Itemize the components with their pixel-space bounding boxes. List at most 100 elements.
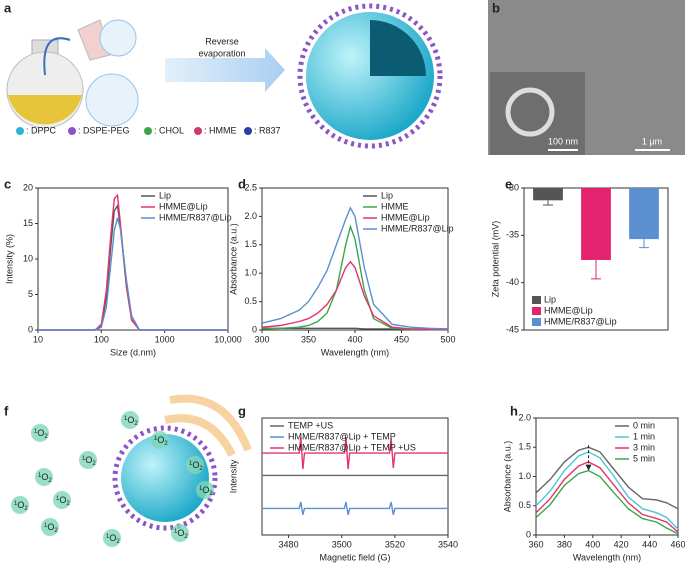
sub: 2	[116, 539, 120, 545]
base: O	[59, 495, 66, 505]
oxygen-bubble	[151, 431, 169, 449]
sub: 2	[209, 491, 213, 497]
oxygen-bubble	[79, 451, 97, 469]
panel-label: a	[4, 0, 12, 15]
base: O	[41, 472, 48, 482]
schematic-a: a Reverse evaporation	[4, 0, 443, 149]
panel-label: h	[510, 403, 518, 418]
oxygen-label: 1O2	[174, 528, 188, 539]
base: O	[37, 428, 44, 438]
legend-text: : R837	[254, 125, 281, 135]
sup: 1	[14, 501, 18, 507]
series-line	[38, 217, 228, 331]
legend-text: HMME/R837@Lip	[159, 212, 232, 222]
sub: 2	[54, 528, 58, 534]
oxygen-bubble	[31, 424, 49, 442]
series-line	[535, 451, 679, 530]
sub: 2	[66, 501, 70, 507]
legend-icon	[144, 127, 152, 135]
legend-text: HMME	[381, 201, 409, 211]
legend-swatch	[532, 307, 541, 315]
y-tick-label: 1.0	[518, 471, 531, 481]
series-line	[261, 260, 448, 331]
y-tick-label: 0.5	[244, 296, 257, 306]
oxygen-bubble	[11, 496, 29, 514]
oxygen-label: 1O2	[34, 428, 48, 439]
series-line	[38, 203, 228, 331]
sup: 1	[106, 534, 110, 540]
oxygen-label: 1O2	[44, 522, 58, 533]
legend-text: HMME@Lip	[544, 305, 593, 315]
oxygen-label: 1O2	[106, 533, 120, 544]
scale-label: 1 μm	[642, 136, 662, 146]
base: O	[157, 435, 164, 445]
bar	[581, 188, 611, 260]
y-tick-label: 10	[23, 253, 33, 263]
legend-icon	[194, 127, 202, 135]
oxygen-label: 1O2	[124, 415, 138, 426]
legend-a: : DPPC: DSPE-PEG: CHOL: HMME: R837	[16, 125, 281, 135]
legend-icon	[16, 127, 24, 135]
y-tick-label: -40	[506, 277, 519, 287]
base: O	[109, 533, 116, 543]
y-tick-label: 15	[23, 218, 33, 228]
x-axis-label: Wavelength (nm)	[321, 347, 389, 357]
y-axis-label: Zeta potential (mV)	[490, 221, 500, 298]
base: O	[177, 528, 184, 538]
series-line	[261, 224, 448, 331]
y-tick-label: 1.5	[244, 239, 257, 249]
oxygen-bubble	[41, 518, 59, 536]
x-tick-label: 10,000	[214, 334, 242, 344]
base: O	[17, 500, 24, 510]
oxygen-bubble	[196, 481, 214, 499]
x-tick-label: 400	[585, 539, 600, 549]
legend-text: 5 min	[633, 453, 655, 463]
panel-label: d	[238, 176, 246, 191]
y-axis-label: Absorbance (a.u.)	[228, 223, 238, 295]
sub: 2	[92, 461, 96, 467]
y-tick-label: 2.0	[244, 211, 257, 221]
sup: 1	[38, 473, 42, 479]
panel-label: c	[4, 176, 11, 191]
series-line	[535, 469, 679, 535]
legend-icon	[244, 127, 252, 135]
x-tick-label: 450	[394, 334, 409, 344]
bar	[629, 188, 659, 240]
panel-label: f	[4, 403, 9, 418]
oxygen-label: 1O2	[154, 435, 168, 446]
series-line	[38, 193, 228, 331]
legend-text: 1 min	[633, 431, 655, 441]
panel-label: e	[505, 176, 512, 191]
y-tick-label: 5	[28, 289, 33, 299]
x-axis-label: Wavelength (nm)	[573, 552, 641, 562]
scale-label: 100 nm	[548, 136, 578, 146]
arrow-text: Reverse	[205, 36, 239, 46]
oxygen-bubble	[103, 529, 121, 547]
x-axis-label: Size (d.nm)	[110, 347, 156, 357]
series-line	[535, 446, 679, 510]
legend-text: : HMME	[204, 125, 237, 135]
legend-text: HMME/R837@Lip	[381, 223, 454, 233]
legend-icon	[68, 127, 76, 135]
sub: 2	[44, 434, 48, 440]
x-tick-label: 3540	[438, 539, 458, 549]
legend-text: HMME/R837@Lip + TEMP +US	[288, 442, 416, 452]
legend-text: : CHOL	[154, 125, 184, 135]
x-tick-label: 420	[614, 539, 629, 549]
legend-swatch	[532, 318, 541, 326]
legend-text: HMME/R837@Lip	[544, 316, 617, 326]
sup: 1	[189, 461, 193, 467]
base: O	[47, 522, 54, 532]
y-tick-label: 0	[526, 529, 531, 539]
y-tick-label: 20	[23, 182, 33, 192]
sub: 2	[184, 534, 188, 540]
legend-text: HMME@Lip	[381, 212, 430, 222]
y-axis-label: Intensity	[228, 459, 238, 493]
y-tick-label: -35	[506, 230, 519, 240]
legend-text: Lip	[544, 294, 556, 304]
y-axis-label: Absorbance (a.u.)	[502, 441, 512, 513]
x-tick-label: 1000	[155, 334, 175, 344]
y-tick-label: 0.5	[518, 500, 531, 510]
x-tick-label: 400	[347, 334, 362, 344]
